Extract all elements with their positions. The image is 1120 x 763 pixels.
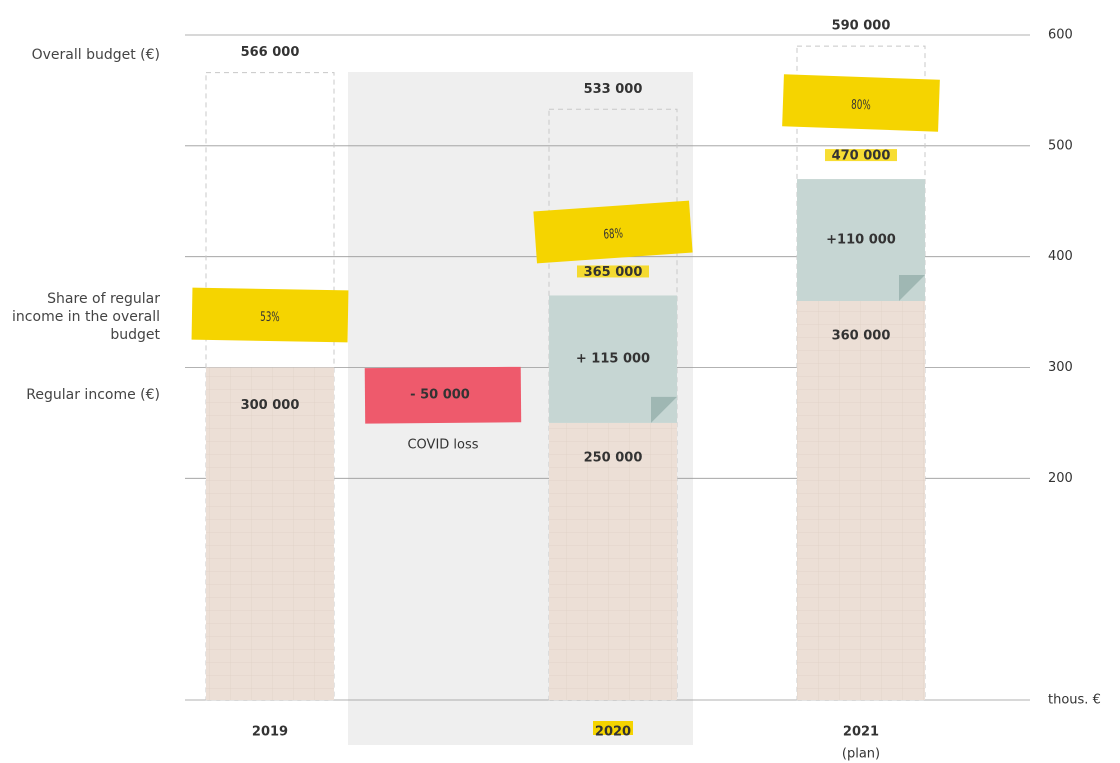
- covid-value: - 50 000: [410, 388, 470, 403]
- budget-label: 533 000: [584, 82, 643, 97]
- total-highlight: [825, 149, 897, 162]
- y-tick-label: 500: [1048, 138, 1073, 153]
- page-curl: [651, 396, 677, 423]
- legend-label: Overall budget (€): [31, 47, 160, 63]
- share-note-bg: [782, 74, 940, 132]
- x-tick-note: (plan): [842, 747, 880, 762]
- income-grid: [206, 367, 334, 700]
- total-label: 470 000: [832, 149, 891, 164]
- total-label: 365 000: [584, 265, 643, 280]
- increase-label: +110 000: [826, 233, 896, 248]
- x-tick-label: 2020: [595, 725, 631, 740]
- x-tick-label: 2021: [843, 725, 879, 740]
- covid-label: COVID loss: [407, 437, 478, 452]
- y-tick-label: 600: [1048, 28, 1073, 43]
- increase-label: + 115 000: [576, 352, 650, 367]
- x-tick-label: 2019: [252, 725, 288, 740]
- year-highlight: [593, 721, 633, 735]
- y-tick-label: thous. €: [1048, 693, 1101, 708]
- legend-label: Share of regular income in the overall b…: [12, 291, 160, 343]
- y-tick-label: 400: [1048, 249, 1073, 264]
- share-note: 53%: [191, 287, 349, 343]
- y-tick-label: 300: [1048, 360, 1073, 375]
- share-label: 68%: [603, 225, 624, 242]
- budget-label: 566 000: [241, 45, 300, 60]
- income-grid: [549, 422, 677, 700]
- income-label: 300 000: [241, 398, 300, 413]
- income-label: 360 000: [832, 329, 891, 344]
- y-tick-label: 200: [1048, 471, 1073, 486]
- budget-label: 590 000: [832, 19, 891, 34]
- share-label: 53%: [260, 308, 280, 324]
- income-grid: [797, 301, 925, 700]
- total-highlight: [577, 265, 649, 278]
- income-label: 250 000: [584, 450, 643, 465]
- share-note: 68%: [533, 200, 693, 264]
- share-label: 80%: [851, 96, 871, 113]
- share-note-bg: [191, 287, 349, 343]
- legend-label: Regular income (€): [26, 387, 160, 403]
- share-note-bg: [533, 200, 693, 264]
- covid-bar: [364, 366, 522, 424]
- share-note: 80%: [782, 74, 940, 132]
- page-curl: [899, 275, 925, 301]
